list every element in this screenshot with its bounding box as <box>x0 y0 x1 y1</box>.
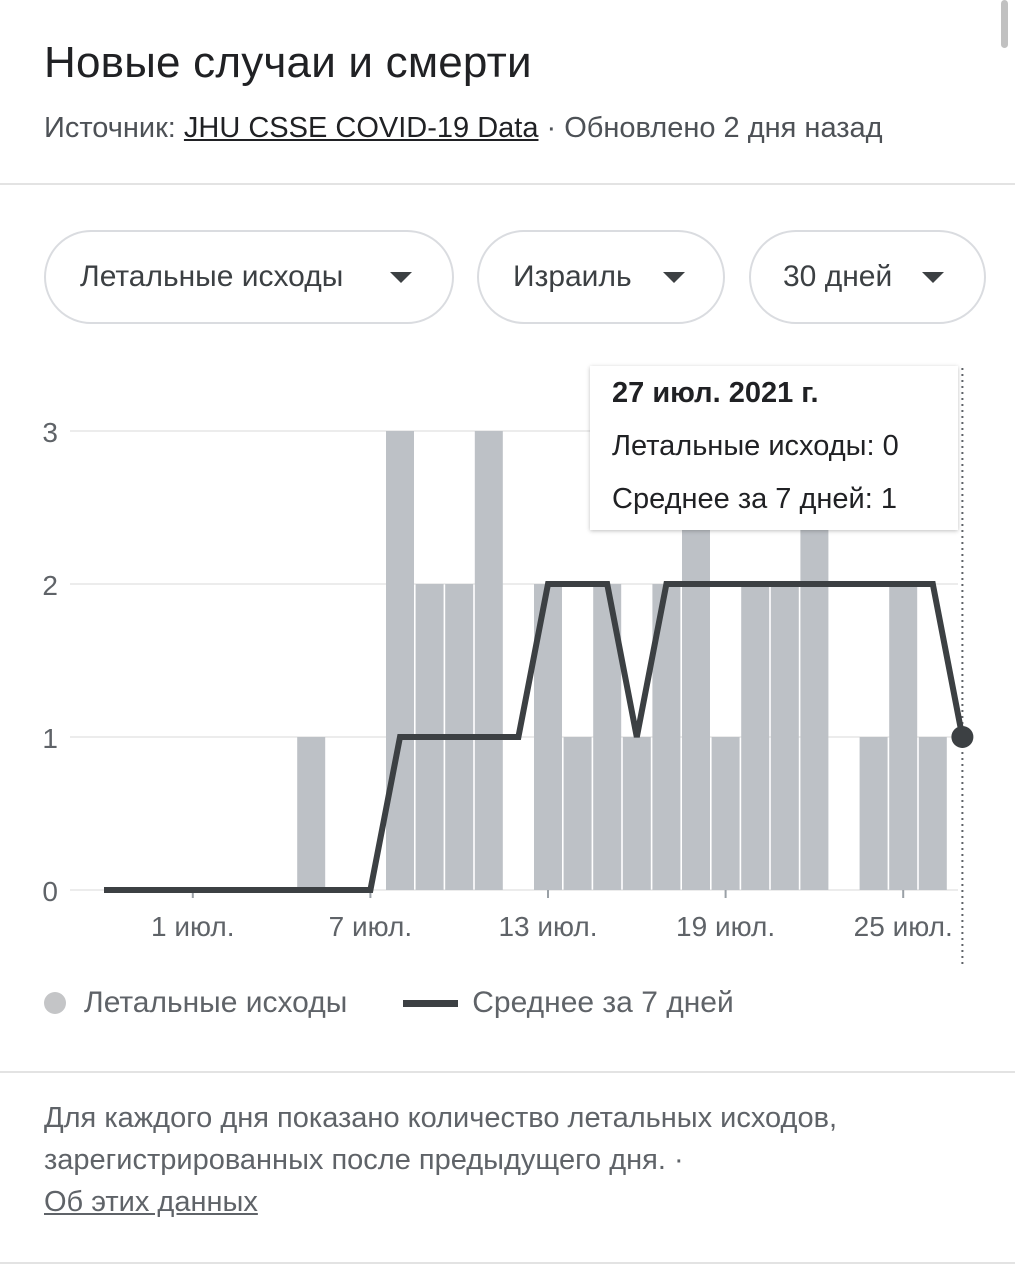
note-text: Для каждого дня показано количество лета… <box>44 1102 838 1176</box>
metric-dropdown[interactable]: Летальные исходы <box>44 230 454 324</box>
deaths-chart[interactable]: 0 1 2 3 1 июл. 7 июл. 13 июл. 19 июл. 25 июл. <box>0 340 1015 970</box>
bar <box>297 737 326 890</box>
y-tick-label: 0 <box>42 876 58 907</box>
bar <box>918 737 947 890</box>
chart-legend: Летальные исходы Среднее за 7 дней <box>44 986 734 1020</box>
card-title: Новые случаи и смерти <box>44 38 532 87</box>
source-link[interactable]: JHU CSSE COVID-19 Data <box>183 112 539 144</box>
x-tick-label: 19 июл. <box>676 911 775 942</box>
bar <box>889 584 918 890</box>
bar <box>711 737 740 890</box>
bar <box>563 737 592 890</box>
legend-bars-label: Летальные исходы <box>84 986 348 1019</box>
legend-line-label: Среднее за 7 дней <box>472 986 734 1019</box>
average-line <box>104 581 966 893</box>
bar <box>622 737 651 890</box>
bar <box>859 737 888 890</box>
x-tick-label: 1 июл. <box>151 911 235 942</box>
y-tick-label: 1 <box>42 723 58 754</box>
y-tick-label: 3 <box>42 417 58 448</box>
chart-tooltip: 27 июл. 2021 г. Летальные исходы: 0 Сред… <box>590 366 958 530</box>
scrollbar[interactable] <box>1001 0 1008 48</box>
bottom-divider <box>0 1071 1015 1073</box>
tooltip-date: 27 июл. 2021 г. <box>612 377 819 409</box>
period-dropdown[interactable]: 30 дней <box>749 230 986 324</box>
x-tick-label: 13 июл. <box>498 911 597 942</box>
caret-down-icon <box>390 271 412 283</box>
data-note: Для каждого дня показано количество лета… <box>44 1097 984 1223</box>
updated-text: · Обновлено 2 дня назад <box>538 112 883 144</box>
about-data-link[interactable]: Об этих данных <box>44 1186 258 1218</box>
highlight-point <box>951 726 974 748</box>
end-divider <box>0 1262 1015 1264</box>
tooltip-deaths: Летальные исходы: 0 <box>612 430 899 462</box>
bar <box>770 584 799 890</box>
x-tick-label: 25 июл. <box>854 911 953 942</box>
caret-down-icon <box>663 271 685 283</box>
period-dropdown-label: 30 дней <box>783 260 893 293</box>
legend-bar-swatch <box>44 992 66 1014</box>
bar <box>386 431 414 890</box>
tooltip-average: Среднее за 7 дней: 1 <box>612 483 897 515</box>
y-tick-label: 2 <box>42 570 58 601</box>
bar <box>741 584 770 890</box>
country-dropdown-label: Израиль <box>513 260 632 293</box>
source-prefix: Источник: <box>44 112 184 144</box>
caret-down-icon <box>922 271 944 283</box>
legend-line-swatch <box>403 999 459 1007</box>
top-divider <box>0 183 1015 185</box>
country-dropdown[interactable]: Израиль <box>477 230 725 324</box>
source-line: Источник: JHU CSSE COVID-19 Data · Обнов… <box>44 112 883 145</box>
bar <box>474 431 503 890</box>
x-tick-label: 7 июл. <box>329 911 413 942</box>
metric-dropdown-label: Летальные исходы <box>80 260 344 293</box>
